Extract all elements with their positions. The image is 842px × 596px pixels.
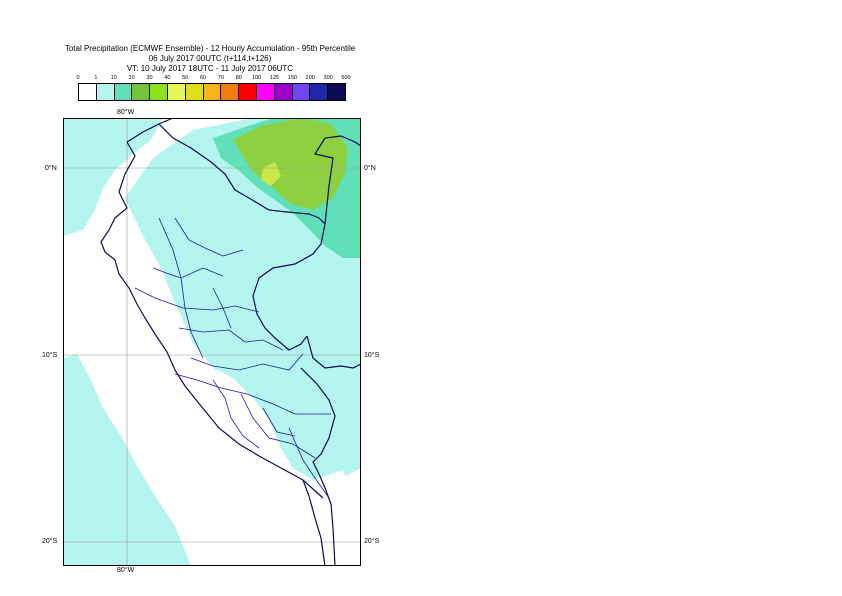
legend-label: 30 <box>146 75 153 81</box>
legend-swatch <box>292 84 311 100</box>
legend-colorbar <box>78 83 346 101</box>
legend-swatch <box>274 84 293 100</box>
legend-label: 500 <box>341 75 351 81</box>
map-frame <box>63 118 361 566</box>
legend-swatch <box>132 84 151 100</box>
legend-label: 100 <box>252 75 262 81</box>
legend-swatch <box>310 84 329 100</box>
precip-area-southeast <box>331 376 361 476</box>
legend-swatch <box>203 84 222 100</box>
lat-label-left-10: 10°S <box>42 352 58 359</box>
legend-label: 20 <box>128 75 135 81</box>
legend-label: 70 <box>217 75 224 81</box>
legend-swatch <box>328 84 345 100</box>
legend-label: 0 <box>76 75 80 81</box>
run-date: 06 July 2017 00UTC (t+114,t+126) <box>148 54 272 63</box>
region-borders <box>134 217 331 499</box>
legend-swatch <box>114 84 133 100</box>
legend-swatch <box>221 84 240 100</box>
legend-swatch <box>167 84 186 100</box>
valid-time: VT: 10 July 2017 18UTC - 11 July 2017 06… <box>126 64 294 73</box>
legend-swatch <box>79 84 97 100</box>
precipitation-map <box>63 118 361 566</box>
lat-label-left-20: 20°S <box>42 538 58 545</box>
lat-label-right-20: 20°S <box>364 538 380 545</box>
lat-label-right-0: 0°N <box>364 165 376 172</box>
legend-label: 60 <box>200 75 207 81</box>
lon-label-top: 80°W <box>117 109 135 116</box>
legend-swatch <box>256 84 275 100</box>
legend-label: 125 <box>269 75 280 81</box>
precip-area-20-30 <box>233 118 348 210</box>
legend-label: 200 <box>305 75 315 81</box>
legend-swatch <box>96 84 115 100</box>
country-outline <box>100 118 361 566</box>
legend-swatch <box>239 84 257 100</box>
legend-label: 40 <box>164 75 171 81</box>
lon-label-bottom: 80°W <box>117 567 135 574</box>
legend-swatch <box>150 84 168 100</box>
legend-label: 300 <box>323 75 333 81</box>
legend-label: 150 <box>287 75 297 81</box>
map-title: Total Precipitation (ECMWF Ensemble) - 1… <box>64 44 356 53</box>
precip-area-offshore-north <box>63 118 163 236</box>
legend-swatch <box>185 84 204 100</box>
graticule <box>63 118 361 566</box>
legend-label: 10 <box>110 75 117 81</box>
lat-label-right-10: 10°S <box>364 352 380 359</box>
legend-label: 80 <box>235 75 242 81</box>
legend-label: 1 <box>94 75 98 81</box>
legend-label: 50 <box>182 75 189 81</box>
lat-label-left-0: 0°N <box>45 165 57 172</box>
